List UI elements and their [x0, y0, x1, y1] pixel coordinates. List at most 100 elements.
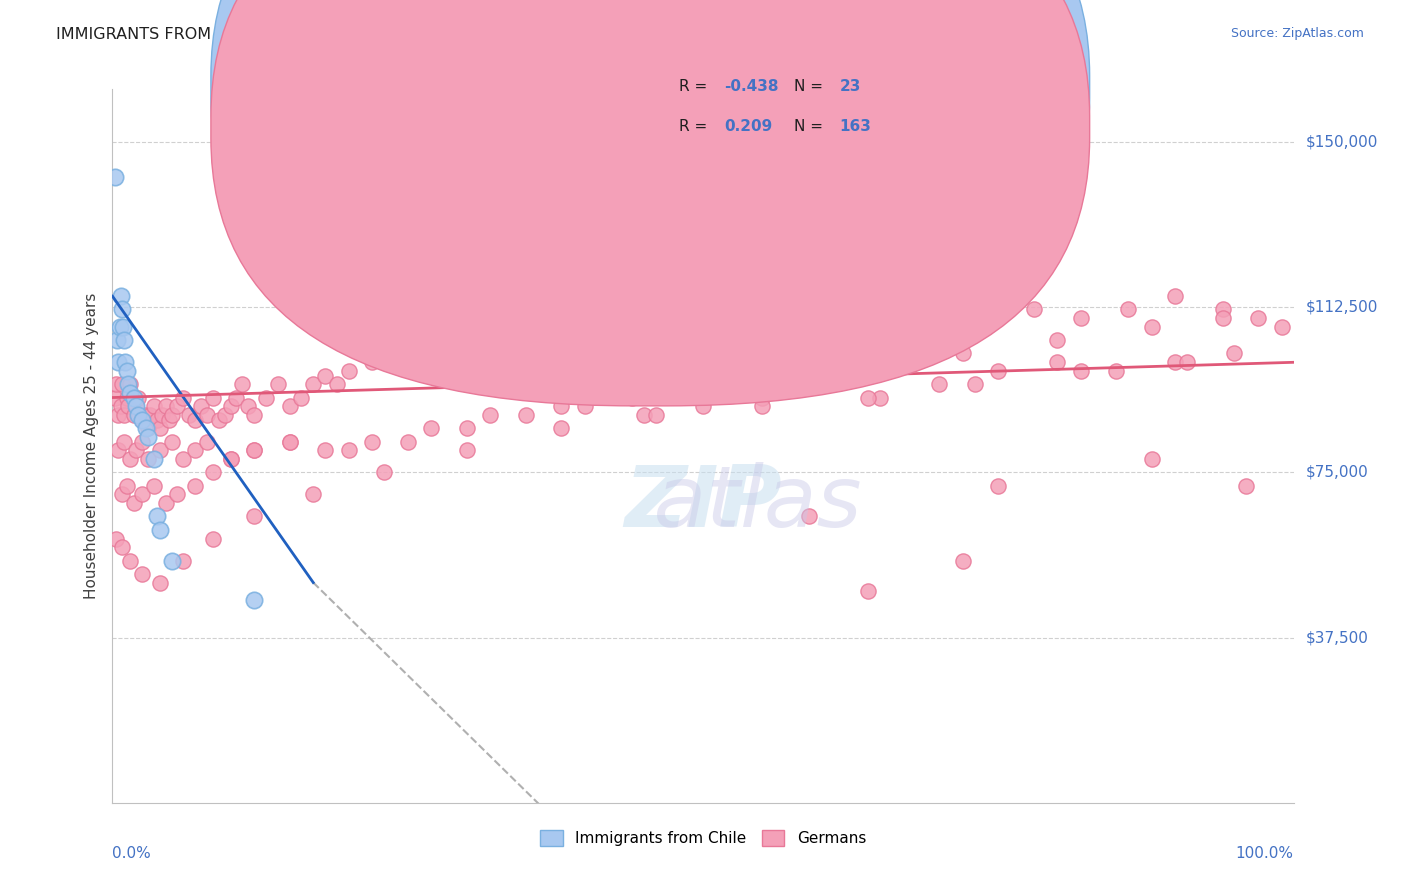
Point	[107, 443, 129, 458]
Point	[574, 355, 596, 369]
Point	[117, 377, 139, 392]
Text: ZIP: ZIP	[624, 461, 782, 545]
Point	[195, 408, 218, 422]
Point	[550, 400, 572, 414]
Point	[290, 391, 312, 405]
Text: 0.0%: 0.0%	[112, 846, 152, 861]
Point	[219, 452, 242, 467]
Point	[157, 412, 180, 426]
Point	[149, 523, 172, 537]
Point	[112, 434, 135, 449]
Point	[172, 553, 194, 567]
Point	[751, 391, 773, 405]
Point	[139, 408, 162, 422]
Point	[135, 421, 157, 435]
Text: Source: ZipAtlas.com: Source: ZipAtlas.com	[1230, 27, 1364, 40]
Point	[928, 311, 950, 326]
Point	[238, 400, 260, 414]
Point	[105, 532, 128, 546]
Point	[456, 346, 478, 360]
Point	[681, 346, 703, 360]
Point	[127, 408, 149, 422]
Point	[122, 408, 145, 422]
Point	[115, 478, 138, 492]
Point	[195, 434, 218, 449]
Point	[396, 434, 419, 449]
Point	[834, 311, 856, 326]
Point	[1070, 311, 1092, 326]
Text: N =: N =	[794, 120, 828, 134]
Point	[166, 400, 188, 414]
Point	[184, 443, 207, 458]
Point	[1022, 302, 1045, 317]
Point	[1070, 364, 1092, 378]
Point	[326, 377, 349, 392]
Point	[385, 346, 408, 360]
Point	[104, 391, 127, 405]
Text: R =: R =	[679, 79, 713, 94]
Point	[142, 478, 165, 492]
Point	[146, 509, 169, 524]
Point	[1223, 346, 1246, 360]
Point	[479, 408, 502, 422]
Point	[644, 408, 666, 422]
Point	[122, 496, 145, 510]
Text: $150,000: $150,000	[1305, 135, 1378, 150]
Point	[456, 443, 478, 458]
Point	[361, 355, 384, 369]
Point	[208, 412, 231, 426]
Text: $75,000: $75,000	[1305, 465, 1368, 480]
Point	[179, 408, 201, 422]
Point	[115, 391, 138, 405]
Point	[111, 541, 134, 555]
Point	[987, 364, 1010, 378]
Point	[278, 434, 301, 449]
Point	[1046, 333, 1069, 347]
Point	[976, 320, 998, 334]
Point	[550, 421, 572, 435]
Point	[302, 377, 325, 392]
Point	[105, 377, 128, 392]
Point	[120, 553, 142, 567]
Point	[337, 364, 360, 378]
Point	[214, 408, 236, 422]
Point	[131, 412, 153, 426]
Point	[131, 487, 153, 501]
Text: 163: 163	[839, 120, 872, 134]
Point	[456, 421, 478, 435]
Point	[1212, 302, 1234, 317]
Text: IMMIGRANTS FROM CHILE VS GERMAN HOUSEHOLDER INCOME AGES 25 - 44 YEARS CORRELATIO: IMMIGRANTS FROM CHILE VS GERMAN HOUSEHOL…	[56, 27, 910, 42]
Point	[1164, 289, 1187, 303]
Point	[231, 377, 253, 392]
Point	[1140, 452, 1163, 467]
Text: $112,500: $112,500	[1305, 300, 1378, 315]
Point	[243, 408, 266, 422]
Point	[243, 443, 266, 458]
Point	[184, 412, 207, 426]
Point	[302, 487, 325, 501]
Point	[136, 430, 159, 444]
Point	[131, 412, 153, 426]
Point	[609, 333, 631, 347]
Point	[751, 320, 773, 334]
Point	[1105, 364, 1128, 378]
Point	[952, 346, 974, 360]
Point	[114, 355, 136, 369]
Point	[810, 377, 832, 392]
Point	[142, 400, 165, 414]
Point	[219, 452, 242, 467]
Point	[858, 584, 880, 599]
Text: 0.209: 0.209	[724, 120, 772, 134]
Point	[515, 408, 537, 422]
Point	[201, 466, 224, 480]
Point	[120, 377, 142, 392]
Point	[1175, 355, 1198, 369]
Point	[869, 391, 891, 405]
Point	[1116, 302, 1139, 317]
Point	[131, 566, 153, 581]
Point	[1234, 478, 1257, 492]
Point	[107, 355, 129, 369]
Point	[131, 434, 153, 449]
Point	[337, 443, 360, 458]
Point	[149, 421, 172, 435]
